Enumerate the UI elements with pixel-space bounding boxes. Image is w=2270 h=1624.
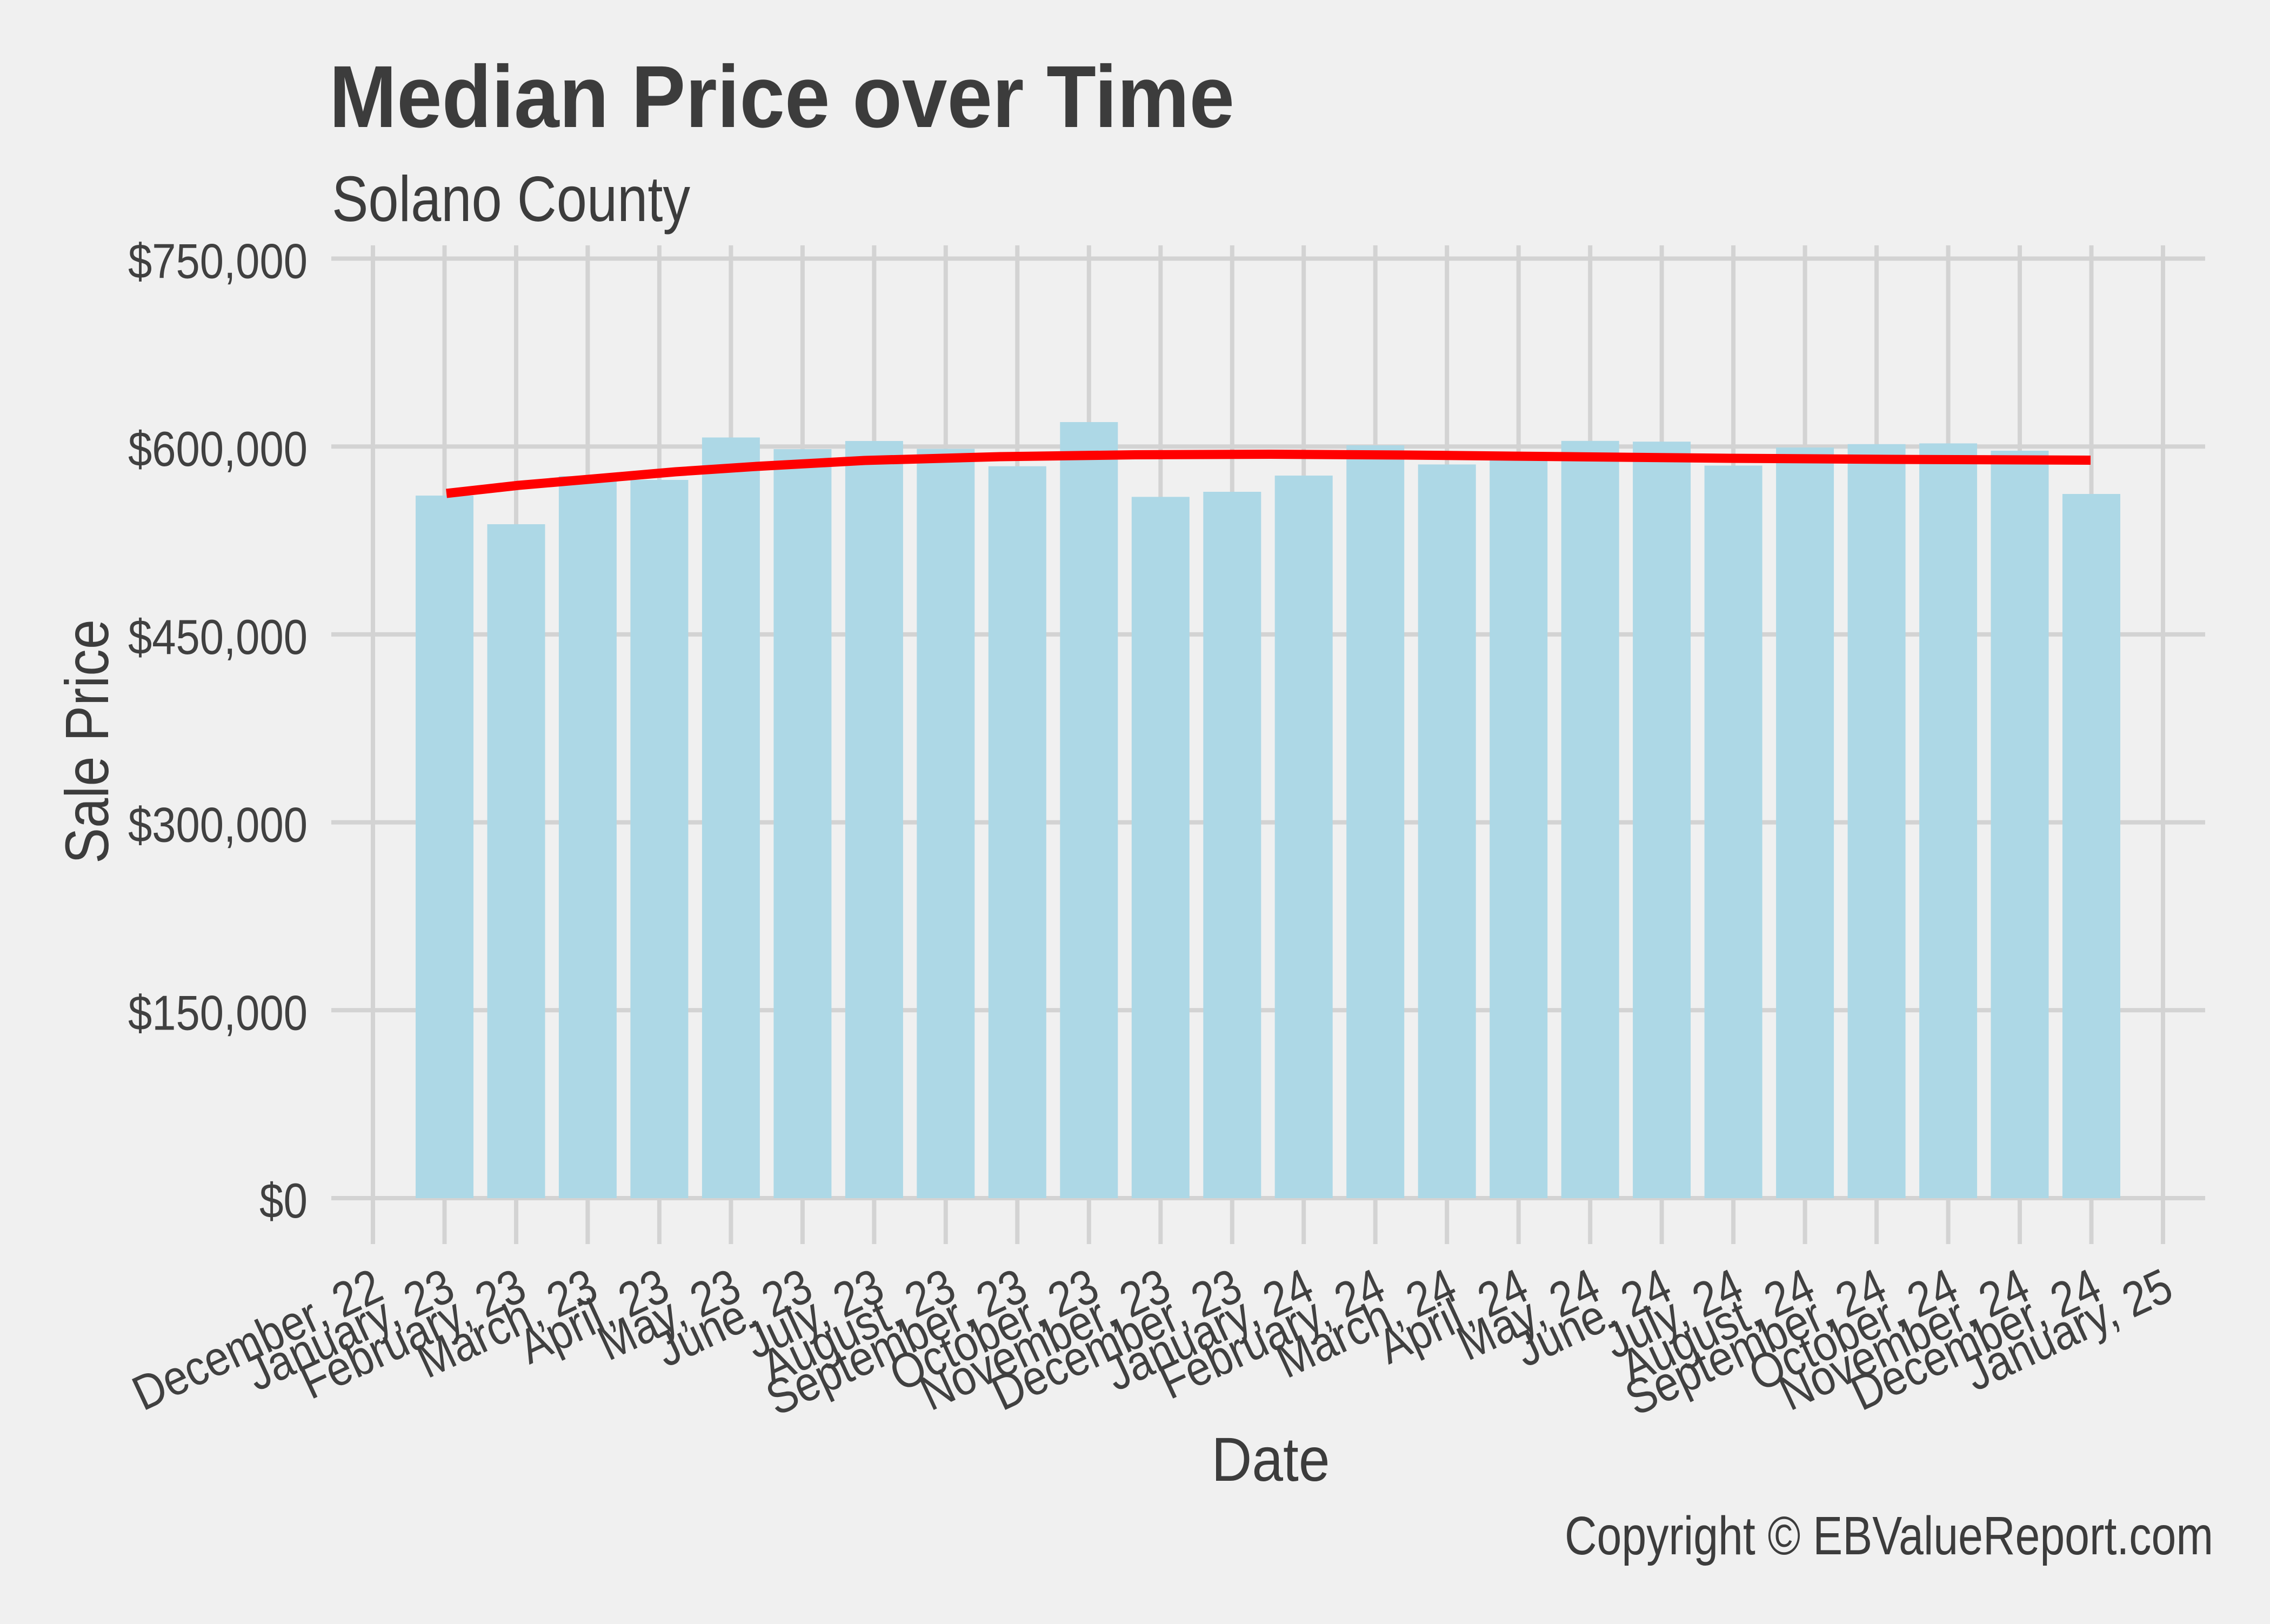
- svg-text:$600,000: $600,000: [128, 422, 308, 477]
- svg-text:Sale Price: Sale Price: [53, 619, 121, 864]
- svg-text:$450,000: $450,000: [128, 610, 308, 665]
- svg-text:Copyright © EBValueReport.com: Copyright © EBValueReport.com: [1565, 1506, 2213, 1566]
- svg-text:$0: $0: [259, 1174, 308, 1228]
- svg-text:$300,000: $300,000: [128, 798, 308, 853]
- svg-text:Solano County: Solano County: [332, 163, 690, 235]
- svg-text:Median Price over Time: Median Price over Time: [329, 47, 1234, 146]
- svg-text:$750,000: $750,000: [128, 235, 308, 289]
- svg-text:$150,000: $150,000: [128, 986, 308, 1040]
- svg-text:Date: Date: [1212, 1425, 1330, 1494]
